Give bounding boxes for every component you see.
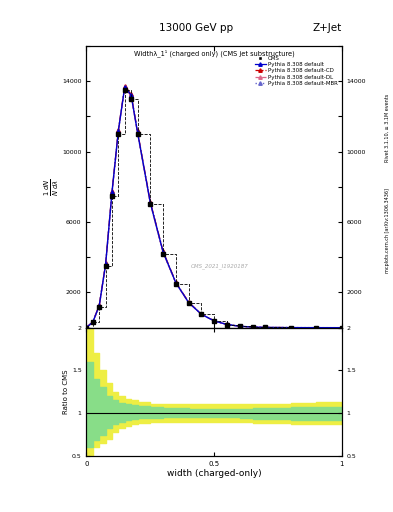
Y-axis label: $\frac{1}{N}\frac{dN}{d\lambda}$: $\frac{1}{N}\frac{dN}{d\lambda}$ (42, 178, 61, 196)
Text: CMS_2021_I1920187: CMS_2021_I1920187 (191, 263, 248, 269)
Text: 13000 GeV pp: 13000 GeV pp (160, 23, 233, 33)
Text: Z+Jet: Z+Jet (313, 23, 342, 33)
Text: Rivet 3.1.10, ≥ 3.1M events: Rivet 3.1.10, ≥ 3.1M events (385, 94, 389, 162)
Text: mcplots.cern.ch [arXiv:1306.3436]: mcplots.cern.ch [arXiv:1306.3436] (385, 188, 389, 273)
X-axis label: width (charged-only): width (charged-only) (167, 470, 261, 478)
Text: Widthλ_1¹ (charged only) (CMS jet substructure): Widthλ_1¹ (charged only) (CMS jet substr… (134, 49, 295, 57)
Y-axis label: Ratio to CMS: Ratio to CMS (63, 370, 69, 414)
Legend: CMS, Pythia 8.308 default, Pythia 8.308 default-CD, Pythia 8.308 default-DL, Pyt: CMS, Pythia 8.308 default, Pythia 8.308 … (254, 54, 339, 87)
